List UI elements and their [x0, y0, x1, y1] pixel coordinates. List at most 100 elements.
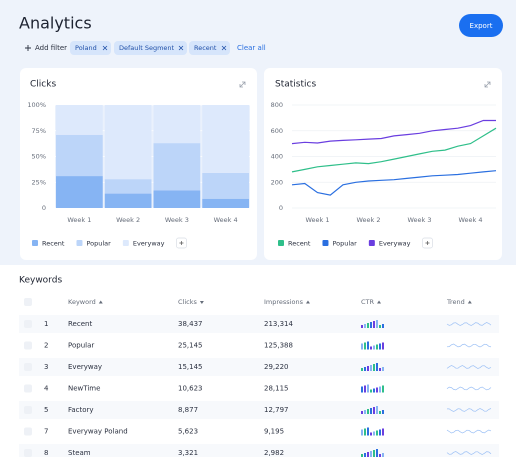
- column-header[interactable]: CTR: [361, 298, 375, 306]
- y-tick-label: 200: [271, 178, 283, 186]
- cell: 5,623: [178, 428, 198, 436]
- y-tick-label: 50%: [32, 153, 46, 161]
- ctr-sparkbar: [379, 454, 381, 457]
- row-background: [19, 379, 499, 398]
- line-series: [291, 119, 496, 145]
- cell: Steam: [68, 449, 91, 457]
- ctr-sparkbar: [382, 367, 384, 371]
- legend-swatch: [368, 240, 375, 246]
- expand-icon[interactable]: [484, 81, 491, 88]
- cell: 2,982: [264, 449, 284, 457]
- y-tick-label: 600: [271, 127, 283, 135]
- legend-label: Popular: [332, 240, 357, 248]
- chip-remove[interactable]: [102, 45, 108, 51]
- ctr-sparkbar: [376, 363, 378, 371]
- ctr-sparkbar: [373, 345, 375, 350]
- export-button[interactable]: [459, 14, 503, 37]
- legend-label: Popular: [86, 240, 111, 248]
- ctr-sparkbar: [370, 346, 372, 350]
- ctr-sparkbar: [379, 411, 381, 414]
- row-background: [19, 401, 499, 419]
- filter-chip-label[interactable]: Recent: [194, 44, 217, 52]
- export-label[interactable]: Export: [470, 22, 493, 30]
- sort-icon[interactable]: [305, 300, 310, 304]
- trend-sparkline: [446, 322, 492, 326]
- bar-segment: [153, 143, 201, 191]
- chart-title: Statistics: [275, 80, 316, 90]
- filter-chip[interactable]: [189, 41, 230, 55]
- filter-chip-label[interactable]: Poland: [75, 44, 97, 52]
- sort-icon[interactable]: [199, 301, 204, 304]
- chip-remove[interactable]: [221, 45, 227, 51]
- row-number: 3: [44, 363, 48, 371]
- row-background: [19, 358, 499, 376]
- header-checkbox[interactable]: [24, 298, 32, 306]
- ctr-sparkbar: [376, 430, 378, 436]
- ctr-sparkbar: [382, 410, 384, 414]
- ctr-sparkbar: [361, 368, 363, 371]
- bar-segment: [104, 105, 152, 180]
- expand-icon[interactable]: [239, 81, 246, 88]
- row-checkbox[interactable]: [24, 363, 32, 371]
- column-header[interactable]: Clicks: [178, 298, 197, 306]
- row-number: 5: [44, 406, 48, 414]
- ctr-sparkbar: [376, 387, 378, 393]
- sort-icon[interactable]: [467, 300, 472, 304]
- legend-add-icon[interactable]: [179, 241, 184, 245]
- bar-segment: [202, 105, 249, 173]
- filter-chip[interactable]: [70, 41, 111, 55]
- column-header[interactable]: Trend: [446, 298, 465, 306]
- cell: 25,145: [178, 342, 203, 350]
- row-number: 1: [44, 320, 48, 328]
- bar-segment: [56, 176, 103, 208]
- ctr-sparkbar: [364, 410, 366, 414]
- cell: Everyway: [68, 363, 102, 371]
- clear-all[interactable]: Clear all: [237, 44, 266, 52]
- row-checkbox[interactable]: [24, 449, 32, 457]
- legend-add-icon[interactable]: [425, 241, 430, 245]
- cell: NewTime: [68, 385, 100, 393]
- ctr-sparkbar: [361, 325, 363, 328]
- keywords-title: Keywords: [19, 276, 62, 286]
- ctr-sparkbar: [361, 454, 363, 457]
- line-series: [291, 170, 497, 196]
- row-checkbox[interactable]: [24, 320, 32, 328]
- row-checkbox[interactable]: [24, 341, 32, 350]
- chip-remove[interactable]: [178, 45, 184, 51]
- ctr-sparkbar: [382, 324, 384, 328]
- row-number: 2: [44, 342, 48, 350]
- column-header[interactable]: Impressions: [264, 298, 304, 306]
- ctr-sparkbar: [376, 449, 378, 457]
- ctr-sparkbar: [379, 325, 381, 328]
- ctr-sparkbar: [373, 407, 375, 414]
- sort-icon[interactable]: [377, 300, 382, 304]
- ctr-sparkbar: [364, 453, 366, 457]
- row-checkbox[interactable]: [24, 427, 32, 436]
- row-background: [19, 336, 499, 355]
- ctr-sparkbar: [367, 409, 369, 414]
- y-tick-label: 100%: [27, 101, 46, 109]
- y-tick-label: 800: [271, 101, 283, 109]
- legend-swatch: [32, 240, 38, 246]
- add-filter[interactable]: Add filter: [35, 44, 67, 52]
- ctr-sparkbar: [364, 367, 366, 371]
- ctr-sparkbar: [367, 384, 369, 393]
- cell: 38,437: [178, 320, 203, 328]
- filter-chip-label[interactable]: Default Segment: [119, 44, 175, 52]
- row-checkbox[interactable]: [24, 406, 32, 414]
- x-tick-label: Week 1: [67, 216, 91, 224]
- cell: Recent: [68, 320, 92, 328]
- sort-icon[interactable]: [98, 300, 103, 304]
- legend-swatch: [278, 240, 284, 246]
- filter-chip[interactable]: [114, 41, 187, 55]
- row-checkbox[interactable]: [24, 384, 32, 393]
- x-tick-label: Week 3: [407, 216, 431, 224]
- chart-title: Clicks: [30, 80, 56, 90]
- column-header[interactable]: Keyword: [68, 298, 96, 306]
- ctr-sparkbar: [364, 385, 366, 393]
- legend-swatch: [322, 240, 329, 246]
- legend-label: Recent: [288, 240, 311, 248]
- cell: Factory: [68, 406, 94, 414]
- ctr-sparkbar: [376, 320, 378, 328]
- ctr-sparkbar: [379, 368, 381, 371]
